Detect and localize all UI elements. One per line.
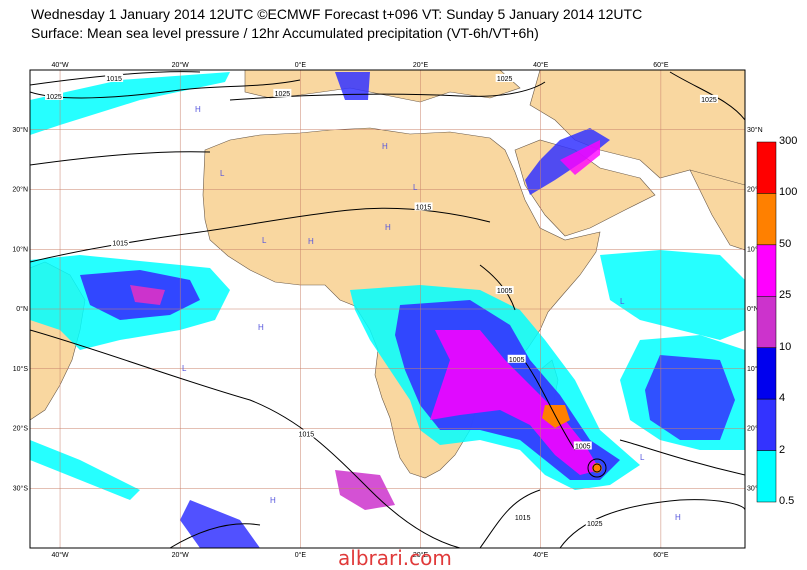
high-pressure-mark: H	[385, 223, 391, 232]
lat-tick-label-left: 30°S	[13, 484, 29, 492]
lon-tick-label-bottom: 40°E	[533, 551, 549, 559]
high-pressure-mark: H	[675, 513, 681, 522]
low-pressure-mark: L	[620, 297, 625, 306]
isobar-label: 1025	[587, 521, 603, 528]
isobar-label-bg	[297, 429, 316, 438]
isobar-label-bg	[495, 286, 514, 295]
lon-tick-label-bottom: 20°E	[413, 551, 429, 559]
high-pressure-mark: H	[382, 142, 388, 151]
low-pressure-mark: L	[413, 183, 418, 192]
isobar-label: 1005	[497, 288, 513, 295]
isobar-label: 1025	[701, 97, 717, 104]
isobar-label: 1005	[509, 357, 525, 364]
graticule	[30, 70, 745, 548]
isobar-label-bg	[111, 238, 130, 247]
colorbar-label: 100	[779, 186, 798, 199]
isobar-label-bg	[507, 354, 526, 363]
isobar-label: 1005	[575, 443, 591, 450]
lat-tick-label-right: 20°N	[747, 186, 763, 194]
isobar-label-bg	[414, 202, 433, 211]
chart-title: Wednesday 1 January 2014 12UTC ©ECMWF Fo…	[31, 6, 643, 22]
lon-tick-label-top: 60°E	[653, 61, 669, 69]
lat-tick-label-left: 10°N	[12, 245, 28, 253]
colorbar-label: 0.5	[779, 495, 795, 507]
isobar-label: 1025	[275, 91, 291, 98]
low-pressure-mark: L	[182, 364, 187, 373]
lat-tick-label-left: 10°S	[13, 365, 29, 373]
isobar-label: 1025	[497, 76, 513, 83]
colorbar-segment	[756, 296, 777, 348]
chart-subtitle: Surface: Mean sea level pressure / 12hr …	[31, 25, 539, 41]
lat-tick-label-right: 0°N	[747, 305, 759, 313]
precipitation-colorbar	[756, 141, 777, 503]
colorbar-segment	[756, 398, 777, 451]
isobar-label: 1015	[106, 76, 122, 83]
lat-tick-label-left: 30°N	[12, 126, 28, 134]
colorbar-label: 25	[779, 289, 792, 302]
lat-tick-label-left: 0°N	[16, 305, 28, 313]
pressure-centres: H L H L H L H L H L H L H	[182, 105, 681, 522]
isobar-label-bg	[513, 513, 532, 522]
isobar-label: 1015	[299, 431, 315, 438]
isobar-label-bg	[573, 441, 592, 450]
lat-tick-label-left: 20°N	[12, 186, 28, 194]
colorbar-label: 10	[779, 340, 792, 353]
high-pressure-mark: H	[195, 105, 201, 114]
lon-tick-label-top: 40°W	[51, 61, 69, 69]
lon-tick-label-top: 40°E	[533, 61, 549, 69]
colorbar-segment	[756, 450, 777, 503]
isobar-label: 1025	[46, 94, 62, 101]
lon-tick-label-top: 20°W	[172, 61, 190, 69]
low-pressure-mark: L	[262, 236, 267, 245]
isobar-label-bg	[273, 88, 292, 97]
lat-tick-label-right: 10°S	[747, 365, 763, 373]
colorbar-label: 2	[779, 443, 786, 456]
lat-tick-label-right: 30°N	[747, 126, 763, 134]
india	[689, 169, 745, 251]
lon-tick-label-bottom: 40°W	[51, 551, 69, 559]
colorbar-label: 50	[779, 237, 792, 250]
asia	[529, 70, 745, 201]
high-pressure-mark: H	[270, 496, 276, 505]
map-frame	[29, 69, 746, 549]
isobar-label: 1015	[112, 240, 128, 247]
lat-tick-label-right: 30°S	[747, 484, 763, 492]
isobar-label-bg	[105, 73, 124, 82]
lat-tick-label-right: 10°N	[747, 245, 763, 253]
high-pressure-mark: H	[308, 237, 314, 246]
isobar-label-bg	[699, 94, 718, 103]
low-pressure-mark: L	[220, 169, 225, 178]
colorbar-label: 4	[779, 392, 786, 405]
lon-tick-label-bottom: 60°E	[653, 551, 669, 559]
colorbar-segment	[756, 141, 777, 194]
isobar-label-bg	[585, 519, 604, 528]
colorbar-label: 300	[779, 135, 798, 147]
lon-tick-label-bottom: 0°E	[295, 551, 307, 559]
colorbar-segment	[756, 244, 777, 297]
lon-tick-label-top: 0°E	[295, 61, 307, 69]
isobar-label: 1015	[416, 204, 432, 211]
colorbar-segment	[756, 347, 777, 400]
colorbar-segment	[756, 193, 777, 246]
lon-tick-label-bottom: 20°W	[172, 551, 190, 559]
isobar-label-bg	[495, 73, 514, 82]
high-pressure-mark: H	[258, 323, 264, 332]
lat-tick-label-left: 20°S	[13, 425, 29, 433]
low-pressure-mark: L	[640, 453, 645, 462]
watermark: albrari.com	[338, 546, 452, 570]
lat-tick-label-right: 20°S	[747, 425, 763, 433]
lon-tick-label-top: 20°E	[413, 61, 429, 69]
isobar-label: 1015	[515, 515, 531, 522]
isobar-label-bg	[45, 91, 64, 100]
